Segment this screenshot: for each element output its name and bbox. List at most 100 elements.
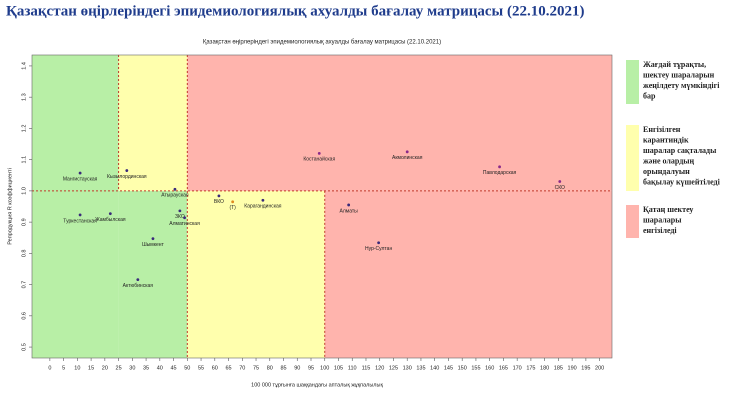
y-tick-label: 1.1 xyxy=(21,156,27,164)
data-point xyxy=(217,194,221,198)
x-tick-label: 170 xyxy=(513,365,522,371)
legend-text: Жағдай тұрақты, xyxy=(643,60,706,69)
point-label: Мангистауская xyxy=(63,176,98,182)
point-label: Атырауская xyxy=(161,193,189,199)
y-tick-label: 0.6 xyxy=(21,312,27,320)
y-tick-label: 1.4 xyxy=(21,62,27,70)
data-point xyxy=(261,198,265,202)
data-point xyxy=(558,180,562,183)
point-label: Костанайская xyxy=(303,156,335,163)
x-tick-label: 60 xyxy=(212,365,218,371)
x-tick-label: 40 xyxy=(157,365,163,371)
y-tick-label: 1.2 xyxy=(21,125,27,133)
data-point xyxy=(178,209,182,213)
x-tick-label: 135 xyxy=(416,365,425,371)
region xyxy=(324,190,612,358)
x-tick-label: 75 xyxy=(253,365,259,371)
x-tick-label: 15 xyxy=(88,365,94,371)
legend-text: шектеу шараларын xyxy=(643,70,715,79)
x-tick-label: 190 xyxy=(568,365,577,371)
region xyxy=(187,190,325,358)
x-tick-label: 5 xyxy=(62,365,65,371)
plot-frame xyxy=(31,54,613,359)
point-label: ВКО xyxy=(214,199,224,205)
x-tick-label: 35 xyxy=(143,365,149,371)
data-point xyxy=(108,212,112,216)
y-tick-label: 0.5 xyxy=(21,343,27,351)
x-tick-label: 30 xyxy=(129,365,135,371)
region xyxy=(32,55,119,358)
x-tick-label: 45 xyxy=(171,365,177,371)
legend-text: бақылау күшейтіледі xyxy=(643,177,721,186)
point-label: СКО xyxy=(555,185,565,191)
legend-text: карантиндік xyxy=(643,135,689,144)
x-tick-label: 85 xyxy=(280,365,286,371)
data-point xyxy=(347,203,351,207)
data-point xyxy=(498,165,501,169)
legend-swatch xyxy=(626,60,639,104)
point-label: Павлодарская xyxy=(483,170,517,176)
x-tick-label: 115 xyxy=(362,365,371,371)
x-tick-label: 55 xyxy=(198,365,204,371)
x-tick-label: 200 xyxy=(595,365,604,371)
x-tick-label: 90 xyxy=(294,365,300,371)
legend-text: Қатаң шектеу xyxy=(643,205,693,214)
data-point xyxy=(231,200,235,204)
x-tick-label: 180 xyxy=(540,365,549,371)
point-label: Актюбинская xyxy=(123,283,154,289)
x-tick-label: 70 xyxy=(239,365,245,371)
legend-text: Енгізілген xyxy=(643,125,681,134)
data-point xyxy=(151,237,155,241)
legend-text: бар xyxy=(643,91,656,100)
x-axis-label: 100 000 тұрғынға шаққандағы апталық жұқп… xyxy=(251,382,383,388)
x-tick-label: 160 xyxy=(485,365,494,371)
region xyxy=(187,55,613,191)
point-label: Нур-Султан xyxy=(365,246,392,252)
x-tick-label: 130 xyxy=(403,365,412,371)
data-point xyxy=(183,216,186,220)
point-label: (Т) xyxy=(229,205,236,211)
data-point xyxy=(173,187,177,191)
legend-text: шаралары xyxy=(643,215,682,224)
data-point xyxy=(317,151,321,155)
page-title: Қазақстан өңірлеріндегі эпидемиологиялық… xyxy=(6,3,585,19)
point-label: Туркестанская xyxy=(63,218,97,224)
x-tick-label: 100 xyxy=(320,365,329,371)
legend-text: енгізіледі xyxy=(643,226,677,235)
y-tick-label: 1.3 xyxy=(21,93,27,101)
data-point xyxy=(405,150,409,154)
x-tick-label: 105 xyxy=(334,365,343,371)
point-label: Алматинская xyxy=(169,221,200,227)
x-tick-label: 10 xyxy=(74,365,80,371)
point-label: ЗКО xyxy=(175,214,185,220)
point-label: Жамбылская xyxy=(95,217,126,223)
data-point xyxy=(78,171,82,175)
data-point xyxy=(377,241,381,245)
legend-text: шаралар сақталады xyxy=(643,146,717,155)
region xyxy=(118,190,188,358)
y-tick-label: 0.8 xyxy=(21,250,27,258)
point-label: Кызылординская xyxy=(107,174,147,180)
x-tick-label: 165 xyxy=(499,365,508,371)
data-point xyxy=(136,278,140,281)
point-label: Алматы xyxy=(340,208,359,214)
region xyxy=(118,55,188,191)
x-tick-label: 140 xyxy=(430,365,439,371)
y-tick-label: 0.7 xyxy=(21,281,27,289)
legend-text: жеңілдету мүмкіндігі xyxy=(643,81,720,90)
x-tick-label: 185 xyxy=(554,365,563,371)
legend-swatch xyxy=(626,205,639,238)
x-tick-label: 50 xyxy=(184,365,190,371)
x-tick-label: 110 xyxy=(348,365,357,371)
y-tick-label: 0.9 xyxy=(21,218,27,226)
x-tick-label: 80 xyxy=(267,365,273,371)
y-tick-label: 1.0 xyxy=(21,187,27,195)
x-tick-label: 155 xyxy=(471,365,480,371)
x-tick-label: 125 xyxy=(389,365,398,371)
y-axis-label: Репродукция R коэффициенті xyxy=(7,168,13,245)
legend-text: және олардың xyxy=(643,156,695,165)
x-tick-label: 0 xyxy=(48,365,51,371)
x-tick-label: 95 xyxy=(308,365,314,371)
